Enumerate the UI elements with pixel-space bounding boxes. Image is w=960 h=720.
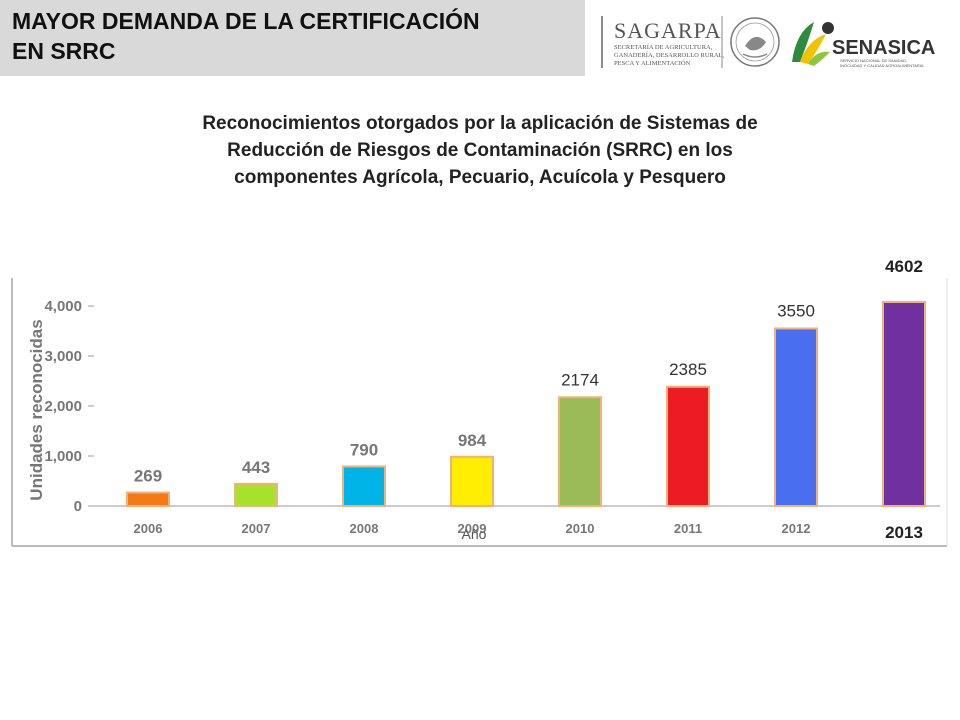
data-label: 790 (350, 441, 378, 460)
sagarpa-name: SAGARPA (614, 18, 722, 43)
y-tick-label: 2,000 (44, 398, 82, 415)
page-title-line1: MAYOR DEMANDA DE LA CERTIFICACIÓN (12, 8, 480, 34)
y-tick-label: 1,000 (44, 448, 82, 465)
x-tick-label: 2008 (350, 521, 379, 536)
bar (882, 301, 926, 507)
y-tick-label: 3,000 (44, 348, 82, 365)
x-tick-label: 2010 (566, 521, 595, 536)
x-tick-label: 2012 (782, 521, 811, 536)
subtitle-line2: Reducción de Riesgos de Contaminación (S… (227, 140, 733, 161)
bar (450, 455, 494, 508)
senasica-name: SENASICA (832, 37, 935, 59)
data-label: 984 (458, 431, 487, 450)
x-tick-label: 2006 (134, 521, 163, 536)
bar (666, 385, 710, 507)
subtitle-line3: componentes Agrícola, Pecuario, Acuícola… (234, 167, 726, 188)
data-label: 4602 (885, 257, 923, 276)
bar (342, 465, 386, 507)
chart-subtitle: Reconocimientos otorgados por la aplicac… (90, 110, 870, 191)
sagarpa-sub2: GANADERÍA, DESARROLLO RURAL, (614, 51, 725, 59)
senasica-sub1: SERVICIO NACIONAL DE SANIDAD, (840, 58, 907, 63)
bar-chart: 0 1,000 2,000 3,000 4,000 2006 269 2007 443 2008 7… (11, 257, 948, 547)
senasica-sub2: INOCUIDAD Y CALIDAD AGROALIMENTARIA (840, 63, 924, 68)
x-tick-label: 2009 (458, 521, 487, 536)
title-banner: MAYOR DEMANDA DE LA CERTIFICACIÓN EN SRR… (0, 0, 585, 76)
senasica-logo: SENASICA SERVICIO NACIONAL DE SANIDAD, I… (792, 22, 935, 68)
y-axis-label: Unidades reconocidas (27, 319, 46, 500)
sagarpa-sub3: PESCA Y ALIMENTACIÓN (614, 59, 691, 67)
data-label: 2174 (561, 370, 599, 389)
page-title: MAYOR DEMANDA DE LA CERTIFICACIÓN EN SRR… (12, 6, 480, 66)
data-label: 269 (134, 467, 162, 486)
logos: SAGARPA SECRETARÍA DE AGRICULTURA, GANAD… (601, 16, 935, 68)
x-tick-label: 2007 (242, 521, 271, 536)
bar (126, 491, 170, 508)
y-tick-label: 0 (74, 498, 82, 515)
data-label: 2385 (669, 360, 707, 379)
x-axis-label: Año (462, 526, 487, 542)
subtitle-line1: Reconocimientos otorgados por la aplicac… (202, 113, 758, 134)
x-tick-label: 2013 (885, 523, 923, 542)
page-title-line2: EN SRRC (12, 38, 116, 64)
bar (234, 482, 278, 508)
data-label: 443 (242, 458, 270, 477)
sagarpa-logo: SAGARPA SECRETARÍA DE AGRICULTURA, GANAD… (614, 18, 725, 67)
bar (774, 327, 818, 507)
x-tick-label: 2011 (674, 521, 702, 536)
y-tick-label: 4,000 (44, 298, 82, 315)
bar (558, 396, 602, 507)
mexico-seal-icon (730, 17, 780, 67)
data-label: 3550 (777, 302, 815, 321)
sagarpa-sub1: SECRETARÍA DE AGRICULTURA, (614, 43, 713, 51)
